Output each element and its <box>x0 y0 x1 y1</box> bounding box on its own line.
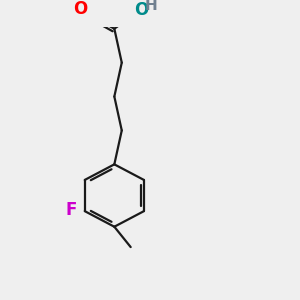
Text: H: H <box>145 0 158 13</box>
Text: O: O <box>73 0 87 18</box>
Text: F: F <box>66 201 77 219</box>
Text: O: O <box>135 1 149 19</box>
